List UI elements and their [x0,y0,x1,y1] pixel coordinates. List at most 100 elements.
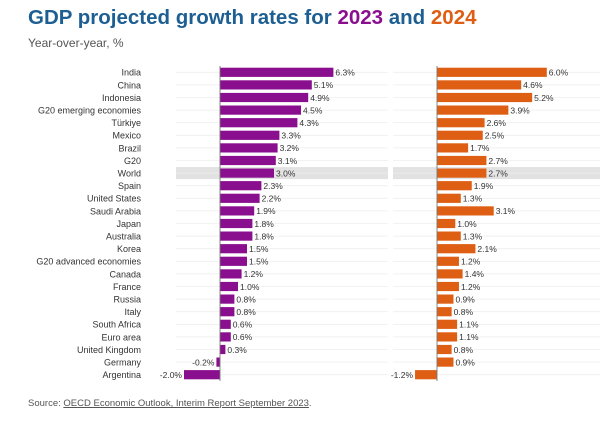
bar-2024 [437,357,454,367]
value-label-2023: 1.0% [240,282,260,292]
value-label-2023: 2.3% [263,181,283,191]
bar-2024 [437,67,547,77]
value-label-2023: 0.8% [236,307,256,317]
bar-2024 [437,256,459,266]
bar-2024 [437,193,461,203]
bar-2024 [437,143,469,153]
source-link[interactable]: OECD Economic Outlook, Interim Report Se… [63,398,309,409]
title-joiner: and [383,6,431,29]
bar-2024 [437,181,472,191]
bar-2023 [220,155,276,166]
bar-2023 [220,231,253,241]
category-label: United Kingdom [77,345,141,355]
value-label-2023: 3.3% [281,131,301,141]
value-label-2023: 0.6% [233,320,253,330]
value-label-2023: 1.5% [249,257,269,267]
title-prefix: GDP projected growth rates for [28,6,338,29]
bar-2023 [220,244,247,254]
value-label-2023: 0.6% [233,332,253,342]
bar-2024 [437,319,458,329]
bar-2023 [220,130,280,140]
category-label: United States [87,194,142,204]
category-label: Italy [124,307,141,317]
category-label: China [117,80,141,90]
value-label-2024: 1.1% [459,332,479,342]
bar-2024 [437,130,483,140]
bar-2023 [220,181,262,191]
value-label-2024: 1.9% [474,181,494,191]
value-label-2024: 3.9% [510,105,530,115]
bar-2023 [220,332,231,342]
bar-2024 [415,370,437,380]
bar-2023 [220,105,301,115]
bar-2024 [437,231,461,241]
value-label-2024: 1.2% [461,257,481,267]
value-label-2024: 1.4% [465,269,485,279]
bar-2024 [437,105,509,115]
bar-2024 [437,155,487,166]
value-label-2023: 0.3% [227,345,247,355]
bar-2024 [437,344,452,355]
bar-2023 [220,256,247,266]
value-label-2023: 4.5% [303,105,323,115]
category-label: Euro area [101,332,141,342]
chart-subtitle: Year-over-year, % [28,36,124,50]
bar-2024 [437,244,476,254]
value-label-2023: 0.8% [236,294,256,304]
category-label: Canada [109,269,141,279]
bar-2023 [220,269,242,279]
bar-2023 [220,168,274,178]
bar-2023 [220,206,255,216]
value-label-2024: 1.1% [459,320,479,330]
bar-2023 [220,67,334,77]
bar-2024 [437,92,533,103]
bar-2024 [437,218,456,229]
value-label-2023: 4.9% [310,93,330,103]
value-label-2023: 5.1% [314,80,334,90]
bar-2023 [220,307,235,317]
category-label: Australia [106,232,141,242]
bar-2024 [437,118,485,128]
category-label: Russia [113,295,141,305]
category-label: Brazil [118,143,141,153]
category-label: Mexico [112,131,141,141]
value-label-2024: 1.0% [457,219,477,229]
value-label-2024: 1.2% [461,282,481,292]
category-label: G20 [124,156,141,166]
value-label-2024: 0.8% [454,307,474,317]
bar-2023 [220,294,235,304]
value-label-2024: 2.5% [485,131,505,141]
bar-2024 [437,281,459,292]
value-label-2024: 3.1% [496,206,516,216]
value-label-2024: 0.9% [455,294,475,304]
value-label-2024: 2.6% [487,118,507,128]
value-label-2024: 6.0% [549,68,569,78]
value-label-2024: 1.3% [463,194,483,204]
value-label-2023: 1.2% [244,269,264,279]
category-label: India [121,68,141,78]
category-label: G20 advanced economies [36,257,141,267]
value-label-2023: 6.3% [335,68,355,78]
source-note: Source: OECD Economic Outlook, Interim R… [28,398,312,409]
chart-title: GDP projected growth rates for 2023 and … [28,6,477,30]
category-label: G20 emerging economies [38,106,142,116]
value-label-2023: -2.0% [160,370,183,380]
category-label: Indonesia [102,93,141,103]
value-label-2023: 1.8% [254,219,274,229]
value-label-2024: 1.7% [470,143,490,153]
category-label: Germany [104,358,142,368]
bar-2024 [437,307,452,317]
title-year-2023: 2023 [337,6,384,29]
value-label-2023: 1.5% [249,244,269,254]
bar-2023 [220,218,253,229]
category-label: Korea [117,244,141,254]
value-label-2024: 0.8% [454,345,474,355]
value-label-2024: 2.7% [488,168,508,178]
category-label: Saudi Arabia [90,206,141,216]
category-label: Argentina [102,370,141,380]
value-label-2023: 1.8% [254,231,274,241]
category-label: France [113,282,141,292]
bar-2023 [220,118,298,128]
category-label: World [118,169,141,179]
